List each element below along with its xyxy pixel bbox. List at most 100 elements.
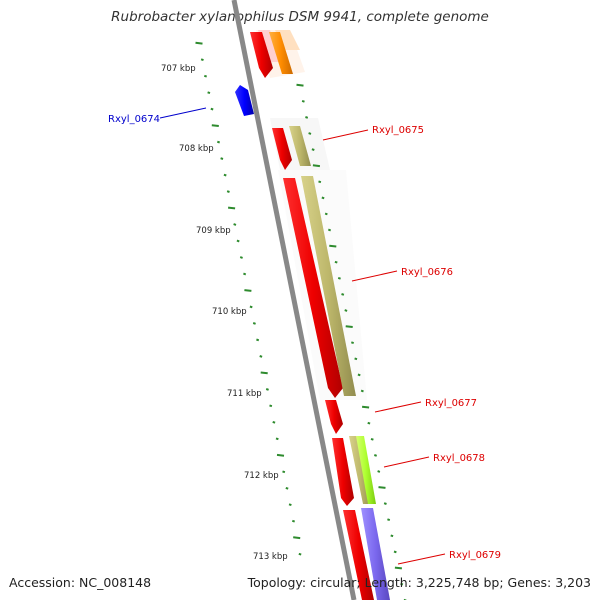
scale-tick-major <box>260 371 268 375</box>
scale-tick-minor <box>265 388 269 391</box>
scale-tick-major <box>329 244 337 248</box>
scale-tick-minor <box>252 322 256 325</box>
scale-tick-minor <box>337 276 341 280</box>
scale-tick-minor <box>256 338 260 342</box>
scale-tick-minor <box>383 502 387 505</box>
scale-tick-minor <box>210 107 214 111</box>
scale-tick-minor <box>275 437 279 441</box>
scale-tick-minor <box>200 58 204 62</box>
scale-tick-major <box>211 124 219 127</box>
scale-tick-minor <box>298 552 302 556</box>
gene-label-rxyl-0677[interactable]: Rxyl_0677 <box>425 398 477 409</box>
gene-cds-rxyl-0675 <box>272 128 292 170</box>
scale-label-713: 713 kbp <box>253 552 288 562</box>
scale-tick-minor <box>223 173 227 177</box>
scale-label-712: 712 kbp <box>244 471 279 481</box>
scale-tick-minor <box>220 157 224 160</box>
scale-tick-minor <box>288 503 292 507</box>
scale-tick-minor <box>327 228 332 232</box>
label-leader-rxyl-0675 <box>322 129 369 141</box>
scale-tick-minor <box>400 582 404 586</box>
gene-cds-rxyl-0679 <box>343 510 374 600</box>
scale-tick-minor <box>387 518 391 522</box>
scale-tick-minor <box>367 421 371 425</box>
scale-tick-minor <box>291 519 296 523</box>
scale-tick-major <box>195 41 203 45</box>
scale-tick-minor <box>269 404 273 408</box>
scale-tick-major <box>296 83 304 87</box>
scale-label-707: 707 kbp <box>161 64 196 74</box>
genome-backbone <box>231 0 357 600</box>
genome-stats-text: Topology: circular; Length: 3,225,748 bp… <box>247 575 591 590</box>
scale-tick-minor <box>305 116 309 119</box>
inner-tick-marks <box>195 41 302 556</box>
gene-cds-rxyl-0674 <box>235 85 254 116</box>
scale-tick-major <box>276 453 285 457</box>
scale-label-709: 709 kbp <box>196 226 231 236</box>
scale-tick-major <box>361 405 370 409</box>
scale-tick-minor <box>282 470 286 474</box>
feature-top-peach <box>275 30 300 50</box>
scale-label-708: 708 kbp <box>179 144 214 154</box>
outer-tick-marks <box>296 83 407 600</box>
protein-bar-khaki-2 <box>301 176 356 396</box>
scale-tick-major <box>244 289 252 292</box>
gene-cds-rxyl-0678 <box>332 438 354 506</box>
scale-tick-minor <box>344 309 348 312</box>
scale-tick-minor <box>341 293 345 296</box>
scale-tick-minor <box>311 148 315 151</box>
scale-tick-minor <box>334 260 338 264</box>
scale-label-710: 710 kbp <box>212 307 247 317</box>
scale-tick-minor <box>318 180 322 184</box>
scale-tick-minor <box>207 91 211 95</box>
gene-label-rxyl-0675[interactable]: Rxyl_0675 <box>372 125 424 136</box>
label-leader-rxyl-0676 <box>351 270 398 282</box>
gene-label-rxyl-0676[interactable]: Rxyl_0676 <box>401 267 453 278</box>
scale-tick-major <box>345 325 353 328</box>
protein-bar-green <box>356 436 376 504</box>
scale-tick-minor <box>249 305 253 309</box>
scale-tick-minor <box>272 420 276 424</box>
map-title: Rubrobacter xylanophilus DSM 9941, compl… <box>111 9 489 25</box>
scale-tick-minor <box>301 99 305 103</box>
scale-tick-minor <box>233 223 237 226</box>
scale-tick-minor <box>285 486 289 490</box>
scale-tick-minor <box>393 550 397 554</box>
scale-tick-minor <box>360 389 364 393</box>
scale-tick-minor <box>216 140 221 144</box>
label-leader-rxyl-0674 <box>159 107 207 119</box>
protein-bar-purple <box>361 508 390 600</box>
protein-bar-orange <box>269 32 293 74</box>
scale-tick-minor <box>390 534 394 538</box>
scale-tick-minor <box>236 239 240 243</box>
scale-tick-minor <box>373 454 378 457</box>
label-leader-rxyl-0679 <box>397 553 446 565</box>
gene-label-rxyl-0678[interactable]: Rxyl_0678 <box>433 453 485 464</box>
accession-text: Accession: NC_008148 <box>9 575 152 590</box>
scale-tick-minor <box>203 74 208 78</box>
scale-tick-minor <box>370 437 374 441</box>
scale-tick-minor <box>321 196 325 200</box>
label-leader-rxyl-0678 <box>383 456 430 468</box>
gene-cds-rxyl-0677 <box>325 400 343 434</box>
scale-tick-major <box>378 486 386 489</box>
gene-label-rxyl-0674[interactable]: Rxyl_0674 <box>108 114 160 125</box>
scale-tick-minor <box>350 341 355 345</box>
scale-tick-minor <box>324 212 328 216</box>
gene-cds-1 <box>250 32 273 78</box>
scale-tick-minor <box>226 190 230 193</box>
scale-tick-major <box>312 164 321 168</box>
gene-cds-rxyl-0676 <box>283 178 343 398</box>
gene-label-rxyl-0679[interactable]: Rxyl_0679 <box>449 550 501 561</box>
scale-tick-minor <box>354 357 358 361</box>
scale-tick-minor <box>377 470 381 473</box>
scale-label-711: 711 kbp <box>227 389 262 399</box>
scale-tick-minor <box>357 373 361 377</box>
scale-tick-minor <box>239 256 243 259</box>
scale-tick-major <box>227 206 236 210</box>
label-leader-rxyl-0677 <box>374 401 422 413</box>
scale-tick-minor <box>259 355 263 358</box>
scale-tick-minor <box>308 132 312 135</box>
scale-tick-major <box>394 566 403 570</box>
